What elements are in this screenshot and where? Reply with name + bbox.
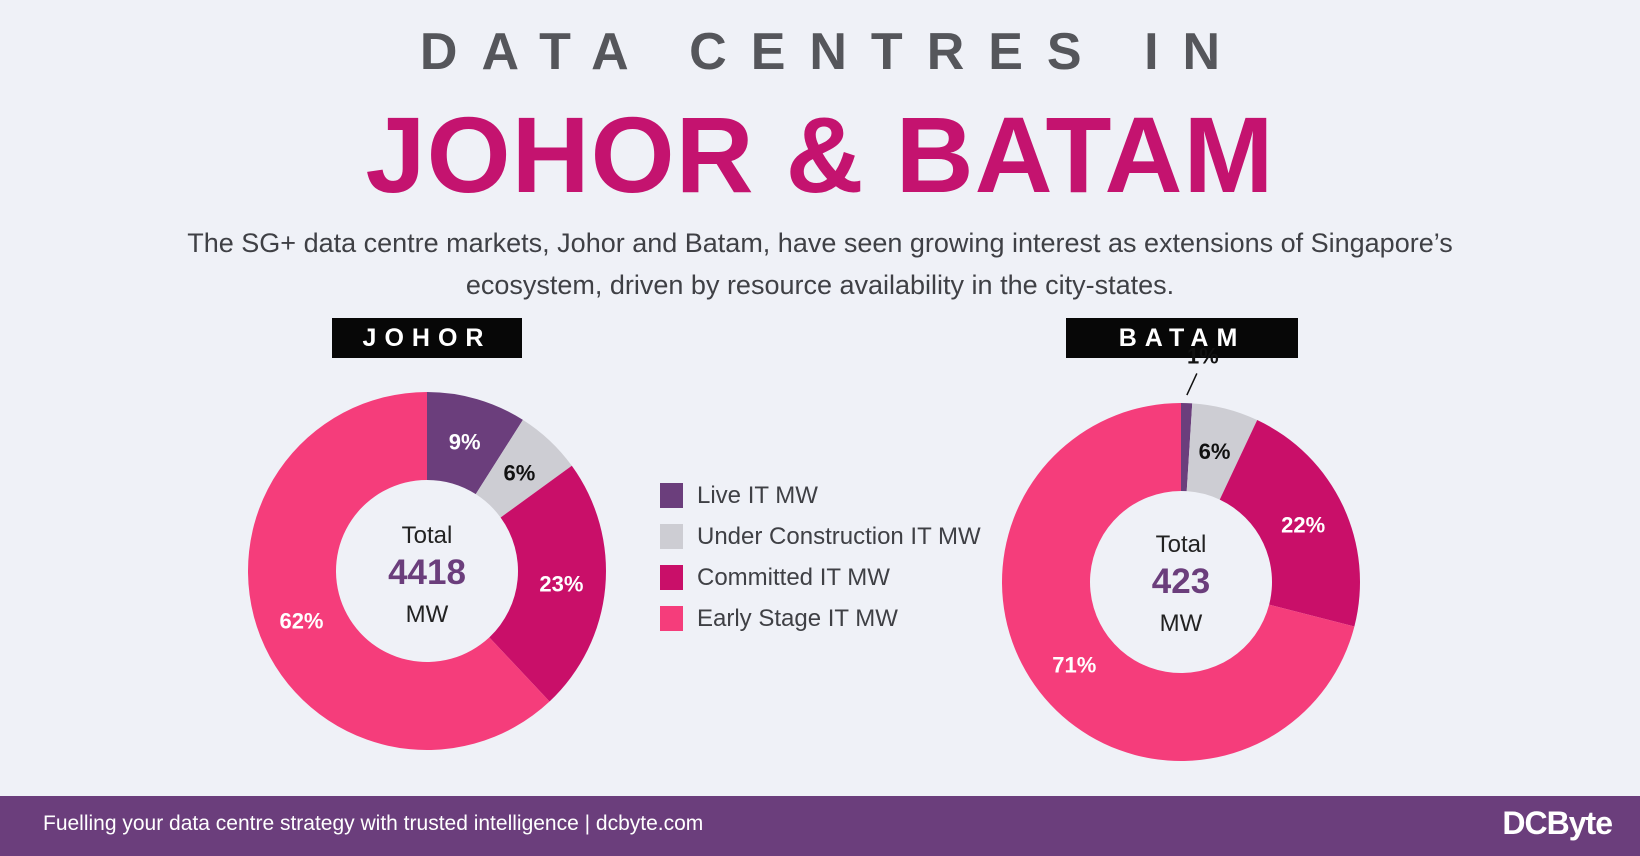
subtitle: The SG+ data centre markets, Johor and B…	[187, 228, 1453, 300]
batam-chart-title: BATAM	[1066, 318, 1298, 358]
legend-label-under-construction: Under Construction IT MW	[697, 522, 981, 550]
johor-slice-committed	[489, 465, 606, 702]
footer: Fuelling your data centre strategy with …	[0, 796, 1640, 856]
footer-tagline: Fuelling your data centre strategy with …	[43, 812, 704, 835]
legend-item-live: Live IT MW	[660, 475, 981, 516]
johor-total-label: Total	[402, 522, 453, 549]
batam-slice-under-construction	[1186, 403, 1258, 500]
johor-donut: 9% 6% 23% 62% Total 4418 MW	[248, 392, 606, 750]
batam-total-value: 423	[1152, 562, 1210, 601]
dcbyte-logo: DCByte	[1502, 805, 1613, 841]
batam-slice-early-stage	[1001, 403, 1355, 762]
johor-slice-under-construction	[475, 419, 572, 518]
batam-data-label-under-construction: 6%	[1199, 439, 1231, 464]
johor-data-label-live: 9%	[449, 429, 481, 454]
batam-total-label: Total	[1156, 531, 1207, 558]
legend-item-committed: Committed IT MW	[660, 557, 981, 598]
johor-slice-early-stage	[248, 392, 550, 750]
johor-total-value: 4418	[388, 553, 466, 592]
johor-total-unit: MW	[406, 601, 449, 628]
batam-slice-committed	[1219, 420, 1360, 627]
batam-total-unit: MW	[1160, 610, 1203, 637]
title-top: DATA CENTRES IN	[419, 23, 1245, 81]
batam-leader-line-live	[1186, 373, 1198, 396]
batam-data-label-committed: 22%	[1281, 513, 1325, 538]
johor-data-label-early-stage: 62%	[279, 609, 323, 634]
johor-data-label-under-construction: 6%	[504, 461, 536, 486]
batam-data-label-live: 1%	[1187, 343, 1219, 368]
page-title: JOHOR & BATAM	[365, 94, 1275, 215]
batam-data-label-early-stage: 71%	[1052, 653, 1096, 678]
legend-item-under-construction: Under Construction IT MW	[660, 516, 981, 557]
johor-data-label-committed: 23%	[539, 572, 583, 597]
legend-label-committed: Committed IT MW	[697, 563, 890, 591]
legend-swatch-live	[660, 483, 683, 508]
johor-chart-title: JOHOR	[332, 318, 522, 358]
legend-swatch-early-stage	[660, 606, 683, 631]
legend-item-early-stage: Early Stage IT MW	[660, 598, 981, 639]
johor-slice-live	[427, 392, 523, 495]
legend-label-early-stage: Early Stage IT MW	[697, 604, 898, 632]
legend-swatch-committed	[660, 565, 683, 590]
legend: Live IT MW Under Construction IT MW Comm…	[660, 475, 981, 639]
legend-label-live: Live IT MW	[697, 481, 818, 509]
legend-swatch-under-construction	[660, 524, 683, 549]
batam-slice-live	[1181, 403, 1193, 492]
batam-donut: 1% 6% 22% 71% Total 423 MW	[1001, 343, 1360, 762]
